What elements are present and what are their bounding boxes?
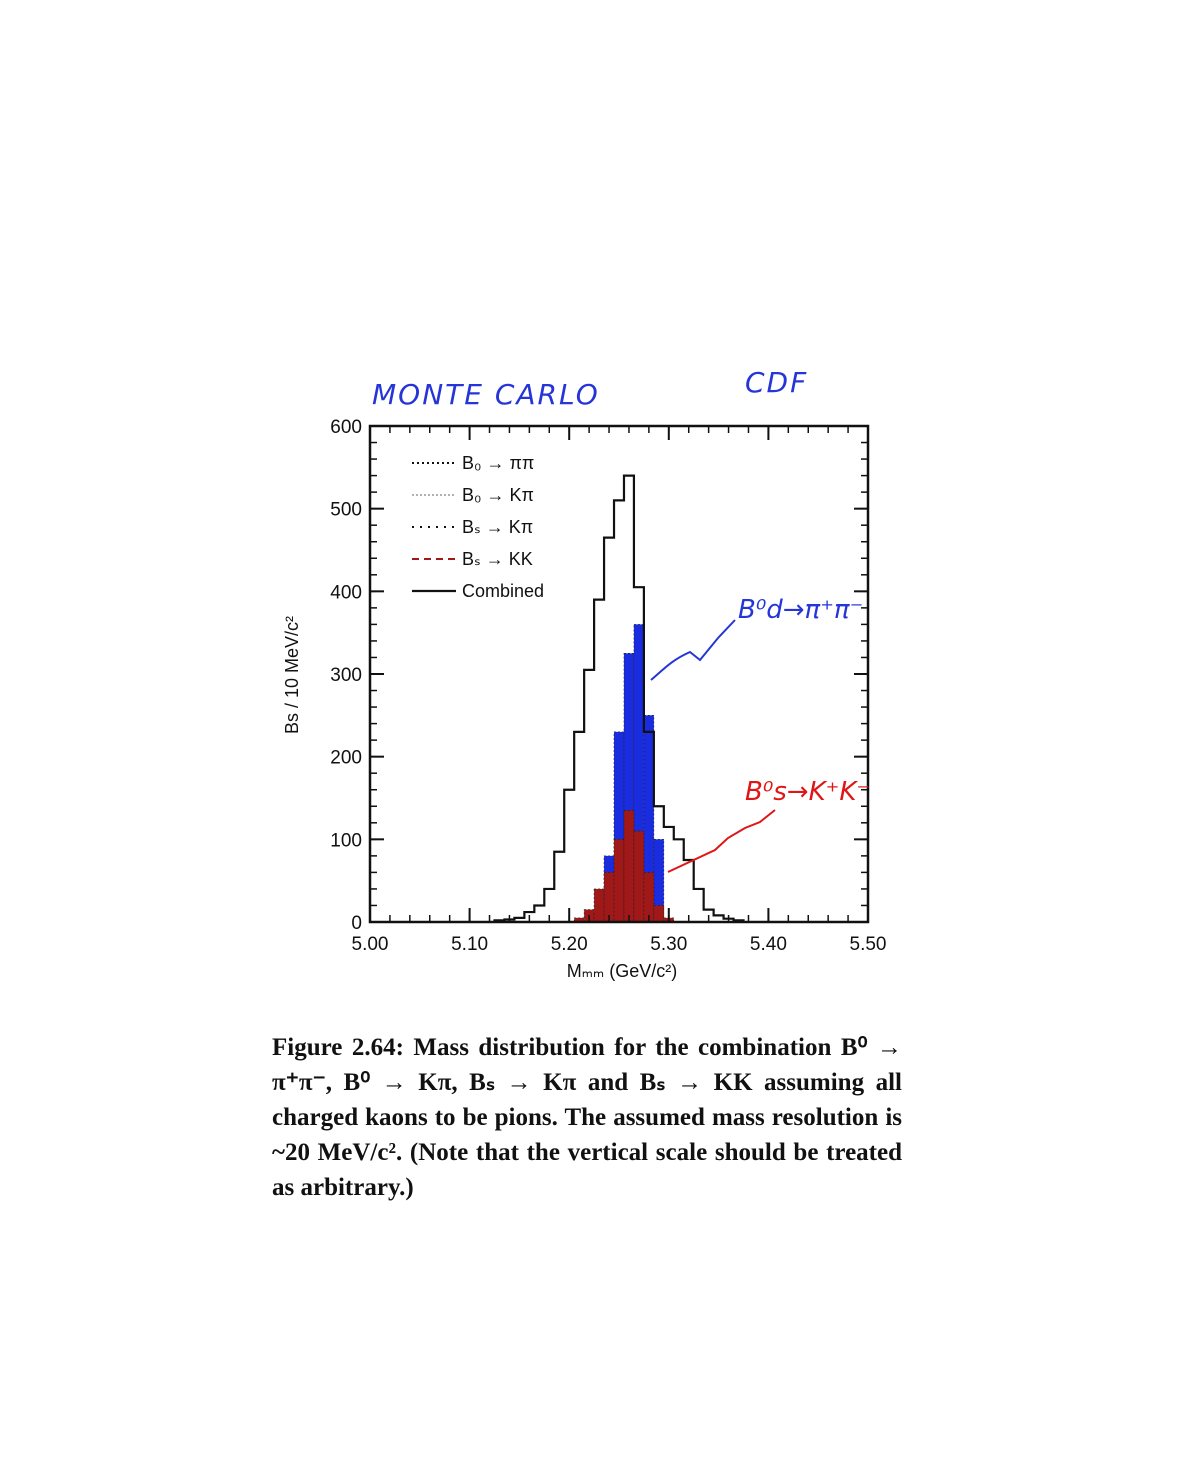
x-tick-label: 5.00 <box>352 934 389 955</box>
legend-entry: Combined <box>462 581 544 601</box>
combined-step-line <box>493 474 745 922</box>
bs-arrow-line <box>667 809 776 873</box>
y-tick-label: 0 <box>351 913 362 934</box>
monte-carlo-annotation: MONTE CARLO <box>372 378 600 411</box>
bd-arrow-line <box>650 619 736 681</box>
y-tick-label: 400 <box>330 582 362 603</box>
bs-kk-bar <box>603 872 615 923</box>
y-tick-label: 200 <box>330 748 362 769</box>
legend-entry: Bₛ → KK <box>462 549 533 569</box>
mass-histogram: 5.00 5.10 5.20 5.30 5.40 5.50 0 100 200 300 400 500… <box>282 417 886 981</box>
bs-kk-bar <box>593 888 605 923</box>
y-axis-label: Bs / 10 MeV/c² <box>282 616 302 734</box>
bs-kk-bar <box>643 872 655 923</box>
y-tick-label: 500 <box>330 500 362 521</box>
y-tick-label: 100 <box>330 830 362 851</box>
x-tick-label: 5.30 <box>650 934 687 955</box>
axis-ticks: 5.00 5.10 5.20 5.30 5.40 5.50 0 100 200 300 400 500… <box>330 417 886 955</box>
y-tick-label: 300 <box>330 665 362 686</box>
combined-histogram <box>493 474 745 922</box>
x-tick-label: 5.20 <box>551 934 588 955</box>
bd-pipi-histogram <box>593 624 665 923</box>
legend-entry: B₀ → Kπ <box>462 485 534 505</box>
bs-kk-bar <box>633 830 645 923</box>
bd-annotation: B⁰d→π⁺π⁻ <box>738 595 863 625</box>
figure-caption: Figure 2.64: Mass distribution for the c… <box>272 1034 902 1201</box>
x-tick-label: 5.40 <box>750 934 787 955</box>
cdf-annotation: CDF <box>745 366 809 399</box>
bs-annotation: B⁰s→K⁺K⁻ <box>745 777 870 807</box>
legend: B₀ → ππ B₀ → Kπ Bₛ → Kπ Bₛ → KK Combined <box>412 453 544 601</box>
bs-kk-bar <box>613 839 625 923</box>
legend-entry: B₀ → ππ <box>462 453 534 473</box>
x-tick-label: 5.10 <box>451 934 488 955</box>
bs-kk-bar <box>653 905 665 923</box>
x-axis-label: Mₘₘ (GeV/c²) <box>567 961 677 981</box>
y-tick-label: 600 <box>330 417 362 438</box>
bs-kk-bar <box>623 810 635 923</box>
x-tick-label: 5.50 <box>850 934 887 955</box>
legend-entry: Bₛ → Kπ <box>462 517 533 537</box>
